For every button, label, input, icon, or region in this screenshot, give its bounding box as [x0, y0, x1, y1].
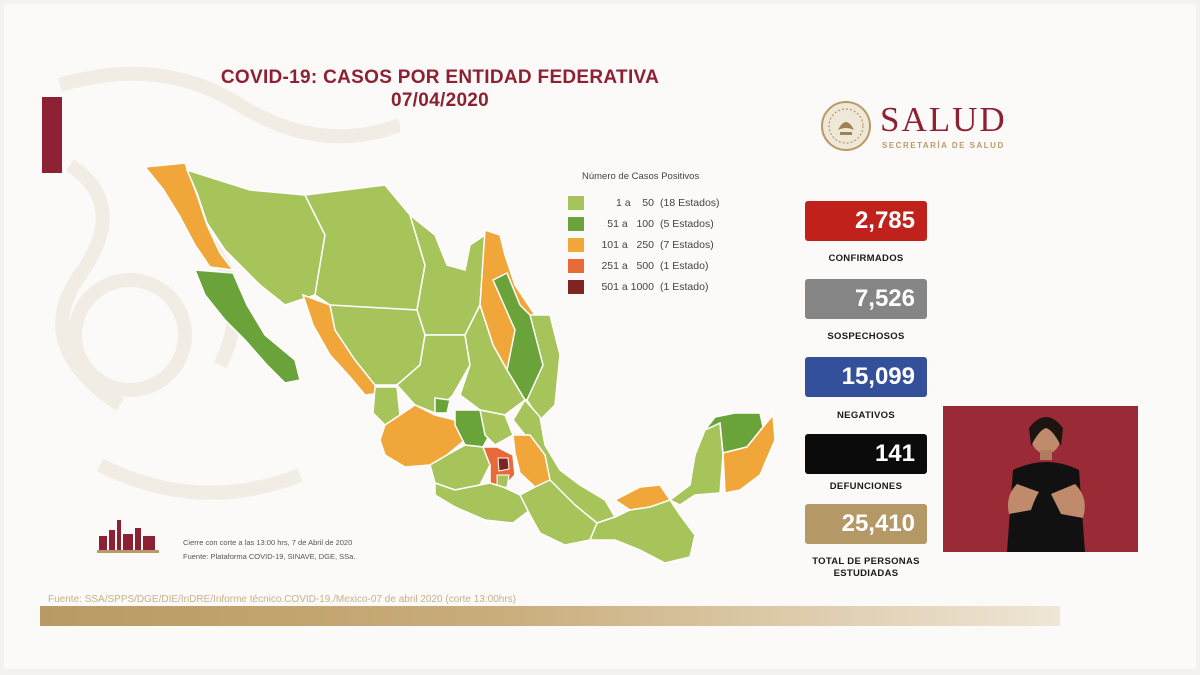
legend-title: Número de Casos Positivos [582, 171, 700, 182]
state-chihuahua [303, 184, 426, 314]
legend-swatch [568, 259, 584, 273]
bottom-gold-bar [40, 606, 1060, 626]
legend-range: 501 a 1000 [601, 281, 654, 293]
legend-item: 251 a 500 (1 Estado) [568, 259, 708, 273]
total-studied-label: TOTAL DE PERSONAS ESTUDIADAS [812, 556, 920, 579]
coat-of-arms-icon [821, 101, 871, 151]
legend-range: 101 a 250 [601, 239, 654, 251]
legend-item: 101 a 250 (7 Estados) [568, 238, 714, 252]
watermark-pattern [55, 66, 400, 500]
confirmed-label: CONFIRMADOS [828, 253, 904, 264]
state-quintana-roo [722, 413, 776, 494]
legend-count: (1 Estado) [660, 281, 709, 293]
legend-range: 1 a 50 [616, 197, 654, 209]
state-guerrero [434, 481, 532, 524]
deaths-label: DEFUNCIONES [829, 481, 903, 492]
legend-count: (7 Estados) [660, 239, 714, 251]
state-tamaulipas-coast [526, 314, 561, 422]
accent-bar [42, 97, 62, 173]
legend-count: (1 Estado) [660, 260, 709, 272]
title-date: 07/04/2020 [390, 90, 490, 111]
source-citation: Fuente: SSA/SPPS/DGE/DIE/InDRE/Informe t… [48, 594, 516, 605]
state-san-luis-potosi [459, 303, 526, 416]
state-aguascalientes [434, 397, 451, 414]
sign-language-interpreter-video [943, 406, 1138, 552]
cutoff-note: Cierre con corte a las 13:00 hrs, 7 de A… [183, 538, 353, 547]
legend-swatch [568, 238, 584, 252]
state-jalisco [379, 404, 466, 468]
deaths-count: 141 [805, 434, 927, 474]
legend-swatch [568, 280, 584, 294]
fuente-note: Fuente: Plataforma COVID-19, SINAVE, DGE… [183, 552, 356, 561]
buildings-illustration [97, 520, 159, 553]
logo-subtitle: SECRETARÍA DE SALUD [882, 141, 1005, 150]
state-cdmx [497, 457, 510, 472]
page-title: COVID-19: CASOS POR ENTIDAD FEDERATIVA 0… [150, 66, 730, 112]
state-morelos [496, 474, 510, 488]
salud-logo: SALUD SECRETARÍA DE SALUD [820, 100, 1030, 160]
suspected-label: SOSPECHOSOS [827, 331, 905, 342]
legend-count: (18 Estados) [660, 197, 720, 209]
mexico-map [143, 162, 776, 564]
state-chiapas [588, 499, 696, 564]
state-campeche [668, 421, 724, 506]
legend-swatch [568, 196, 584, 210]
total-studied-count: 25,410 [805, 504, 927, 544]
legend-item: 51 a 100 (5 Estados) [568, 217, 714, 231]
logo-wordmark: SALUD [880, 100, 1007, 139]
negative-label: NEGATIVOS [837, 410, 895, 421]
legend-item: 1 a 50 (18 Estados) [568, 196, 720, 210]
slide [4, 4, 1196, 669]
confirmed-count: 2,785 [805, 201, 927, 241]
state-baja-california-sur [193, 269, 301, 384]
negative-count: 15,099 [805, 357, 927, 397]
legend-item: 501 a 1000 (1 Estado) [568, 280, 708, 294]
legend-swatch [568, 217, 584, 231]
interpreter-figure [943, 406, 1138, 552]
legend-range: 51 a 100 [607, 218, 654, 230]
state-sonora [185, 168, 326, 306]
legend-count: (5 Estados) [660, 218, 714, 230]
suspected-count: 7,526 [805, 279, 927, 319]
title-line-1: COVID-19: CASOS POR ENTIDAD FEDERATIVA [220, 67, 660, 88]
legend-range: 251 a 500 [601, 260, 654, 272]
state-queretaro [479, 409, 514, 446]
